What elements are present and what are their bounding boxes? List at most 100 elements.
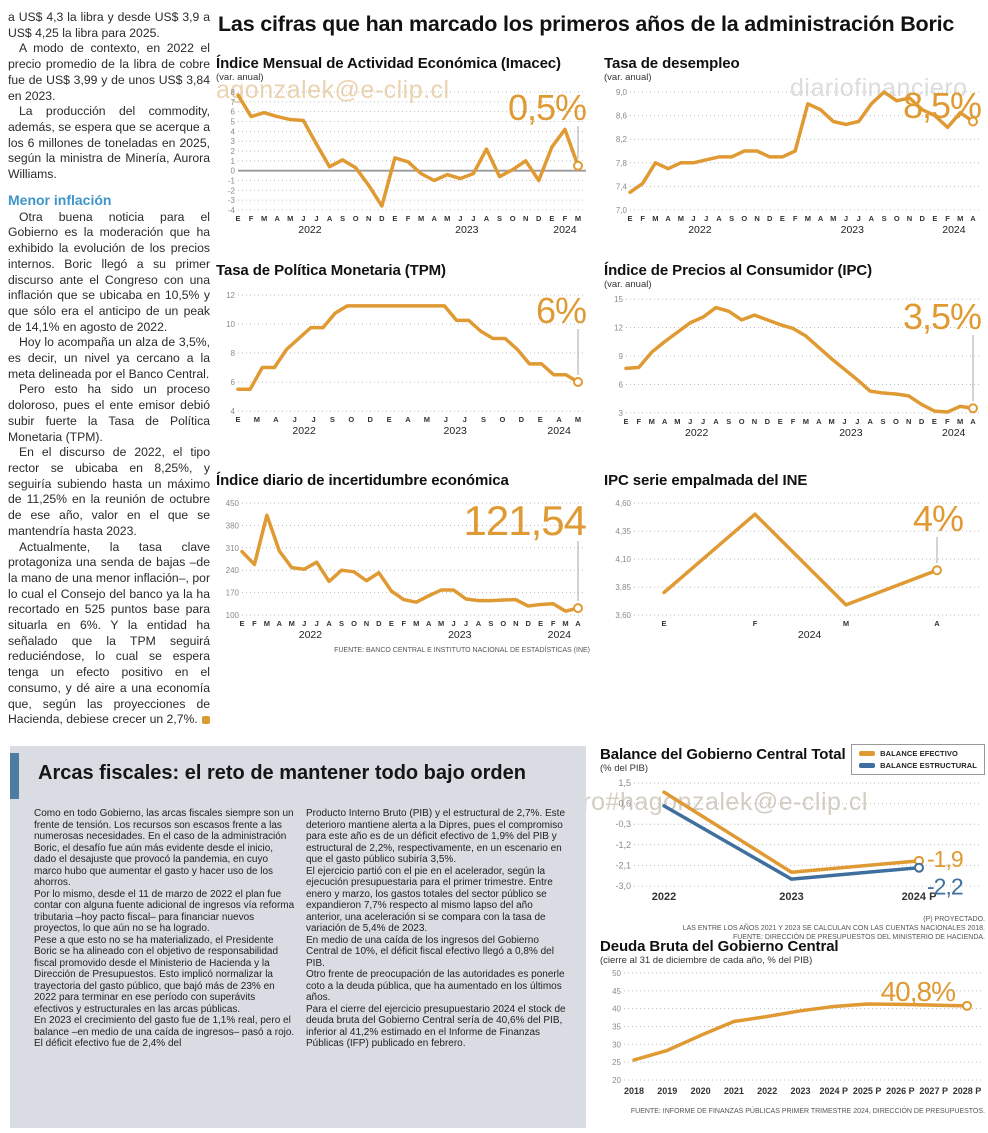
paragraph: A modo de contexto, en 2022 el precio pr… bbox=[8, 41, 210, 103]
svg-text:J: J bbox=[311, 415, 315, 424]
svg-text:E: E bbox=[627, 214, 632, 223]
svg-text:E: E bbox=[538, 619, 543, 628]
paragraph: a US$ 4,3 la libra y desde US$ 3,9 a US$… bbox=[8, 10, 210, 40]
svg-text:7,8: 7,8 bbox=[616, 159, 628, 168]
svg-text:A: A bbox=[816, 417, 822, 426]
svg-text:J: J bbox=[844, 214, 848, 223]
svg-text:40,8%: 40,8% bbox=[881, 976, 955, 1007]
fiscal-title: Arcas fiscales: el reto de mantener todo… bbox=[38, 762, 526, 784]
svg-text:J: J bbox=[464, 619, 468, 628]
svg-text:7,4: 7,4 bbox=[616, 182, 628, 191]
svg-text:E: E bbox=[780, 214, 785, 223]
svg-text:2022: 2022 bbox=[652, 891, 676, 903]
svg-text:J: J bbox=[688, 417, 692, 426]
svg-text:2022: 2022 bbox=[685, 427, 709, 439]
svg-text:8,2: 8,2 bbox=[616, 135, 628, 144]
svg-text:3,60: 3,60 bbox=[615, 611, 631, 620]
svg-text:N: N bbox=[523, 214, 528, 223]
svg-text:M: M bbox=[261, 214, 267, 223]
svg-text:2023: 2023 bbox=[839, 427, 863, 439]
svg-text:E: E bbox=[549, 214, 554, 223]
svg-text:2026 P: 2026 P bbox=[886, 1086, 915, 1096]
svg-text:E: E bbox=[389, 619, 394, 628]
paragraph: Producto Interno Bruto (PIB) y el estruc… bbox=[306, 808, 566, 865]
chart-subtitle: (var. anual) bbox=[216, 72, 264, 83]
svg-text:M: M bbox=[264, 619, 270, 628]
svg-text:S: S bbox=[339, 619, 344, 628]
svg-text:35: 35 bbox=[612, 1023, 621, 1032]
svg-text:20: 20 bbox=[612, 1076, 621, 1085]
svg-text:4%: 4% bbox=[913, 498, 963, 539]
svg-text:A: A bbox=[713, 417, 719, 426]
svg-text:4,60: 4,60 bbox=[615, 499, 631, 508]
chart-title: Balance del Gobierno Central Total bbox=[600, 746, 846, 763]
svg-text:M: M bbox=[575, 415, 581, 424]
svg-text:S: S bbox=[729, 214, 734, 223]
svg-text:8: 8 bbox=[231, 349, 236, 358]
svg-text:F: F bbox=[753, 619, 758, 628]
svg-text:E: E bbox=[661, 619, 666, 628]
chart-source: FUENTE: INFORME DE FINANZAS PÚBLICAS PRI… bbox=[630, 1108, 985, 1115]
svg-text:2023: 2023 bbox=[455, 224, 479, 236]
svg-text:S: S bbox=[481, 415, 486, 424]
svg-text:12: 12 bbox=[226, 291, 235, 300]
svg-text:6: 6 bbox=[619, 381, 624, 390]
svg-text:F: F bbox=[252, 619, 257, 628]
svg-text:15: 15 bbox=[614, 295, 623, 304]
svg-text:E: E bbox=[932, 214, 937, 223]
svg-text:E: E bbox=[932, 417, 937, 426]
chart-subtitle: (var. anual) bbox=[604, 72, 652, 83]
svg-text:2024: 2024 bbox=[942, 427, 966, 439]
svg-text:0,5%: 0,5% bbox=[508, 87, 586, 128]
svg-text:M: M bbox=[803, 417, 809, 426]
svg-text:S: S bbox=[330, 415, 335, 424]
svg-text:D: D bbox=[526, 619, 532, 628]
svg-text:121,54: 121,54 bbox=[464, 497, 587, 544]
svg-text:N: N bbox=[366, 214, 371, 223]
svg-text:M: M bbox=[444, 214, 450, 223]
legend-item: BALANCE EFECTIVO bbox=[859, 749, 977, 758]
svg-text:9,0: 9,0 bbox=[616, 88, 628, 97]
svg-text:A: A bbox=[275, 214, 281, 223]
svg-text:9: 9 bbox=[619, 352, 624, 361]
paragraph: La producción del commodity, además, se … bbox=[8, 104, 210, 182]
fiscal-column-2: Producto Interno Bruto (PIB) y el estruc… bbox=[306, 808, 568, 1116]
svg-text:F: F bbox=[793, 214, 798, 223]
chart-subtitle: (var. anual) bbox=[604, 279, 652, 290]
chart-title: IPC serie empalmada del INE bbox=[604, 472, 808, 489]
svg-text:-4: -4 bbox=[228, 206, 236, 215]
chart-desempleo: Tasa de desempleo (var. anual) 9,0 8,6 8,2 7,… bbox=[604, 55, 985, 241]
svg-text:6: 6 bbox=[231, 378, 236, 387]
legend-label: BALANCE ESTRUCTURAL bbox=[880, 761, 977, 770]
svg-text:8,6: 8,6 bbox=[616, 112, 628, 121]
svg-text:240: 240 bbox=[226, 566, 240, 575]
svg-text:A: A bbox=[867, 417, 873, 426]
article-paragraphs: a US$ 4,3 la libra y desde US$ 3,9 a US$… bbox=[8, 10, 210, 183]
svg-text:D: D bbox=[767, 214, 773, 223]
svg-text:-3: -3 bbox=[228, 196, 236, 205]
chart-title: Índice de Precios al Consumidor (IPC) bbox=[604, 262, 873, 279]
svg-text:S: S bbox=[497, 214, 502, 223]
svg-text:2024 P: 2024 P bbox=[902, 891, 937, 903]
chart-title: Tasa de desempleo bbox=[604, 55, 740, 72]
svg-text:J: J bbox=[302, 619, 306, 628]
svg-text:D: D bbox=[368, 415, 374, 424]
svg-text:A: A bbox=[327, 214, 333, 223]
svg-text:A: A bbox=[405, 415, 411, 424]
svg-text:E: E bbox=[235, 214, 240, 223]
svg-text:2023: 2023 bbox=[444, 425, 468, 437]
svg-text:F: F bbox=[406, 214, 411, 223]
chart-subtitle: (cierre al 31 de diciembre de cada año, … bbox=[600, 955, 813, 966]
svg-text:J: J bbox=[293, 415, 297, 424]
chart-tpm: Tasa de Política Monetaria (TPM) 12 10 8 6 4 E… bbox=[216, 262, 590, 442]
svg-text:2023: 2023 bbox=[790, 1086, 810, 1096]
svg-text:-3,0: -3,0 bbox=[615, 881, 631, 891]
svg-text:A: A bbox=[326, 619, 332, 628]
chart-imacec: Índice Mensual de Actividad Económica (I… bbox=[216, 55, 590, 241]
chart-balance: Balance del Gobierno Central Total (% del… bbox=[600, 744, 985, 942]
svg-text:A: A bbox=[716, 214, 722, 223]
svg-text:4,35: 4,35 bbox=[615, 527, 631, 536]
